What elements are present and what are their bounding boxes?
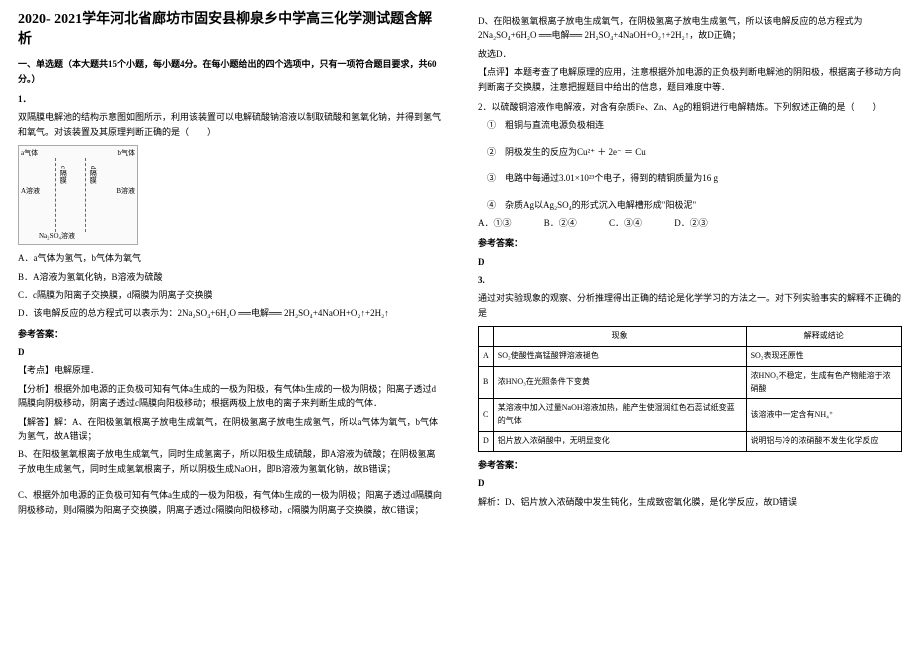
cell-a-phen: SO₂使酸性高锰酸钾溶液褪色	[493, 347, 746, 367]
table-row: B 浓HNO₃在光照条件下变黄 浓HNO₃不稳定，生成有色产物能溶于浓硝酸	[479, 366, 902, 399]
diagram-B-label: B溶液	[116, 186, 135, 197]
q3-answer: D	[478, 476, 902, 490]
q3-jiexi: 解析：D、铝片放入浓硝酸中发生钝化，生成致密氧化膜，是化学反应，故D错误	[478, 495, 902, 509]
q2-choice-c: C．③④	[609, 216, 642, 230]
table-row: C 某溶液中加入过量NaOH溶液加热，能产生使湿润红色石蕊试纸变蓝的气体 该溶液…	[479, 399, 902, 432]
q1-opt-c: C．c隔膜为阳离子交换膜，d隔膜为阴离子交换膜	[18, 288, 442, 302]
answer-label-1: 参考答案：	[18, 327, 442, 341]
diagram-membrane-line-c	[55, 158, 56, 232]
diagram-c-mem: c隔膜	[57, 166, 68, 183]
cell-b-phen: 浓HNO₃在光照条件下变黄	[493, 366, 746, 399]
q1-jieda-c: C、根据外加电源的正负极可知有气体a生成的一极为阳极，有气体b生成的一极为阴极；…	[18, 488, 442, 517]
diagram-membrane-line-d	[85, 158, 86, 232]
cell-d-key: D	[479, 432, 494, 452]
q1-answer: D	[18, 345, 442, 359]
diagram-bottom: Na₂SO₄溶液	[39, 231, 75, 242]
cell-c-key: C	[479, 399, 494, 432]
right-column: D、在阳极氢氧根离子放电生成氧气，在阴极氢离子放电生成氢气，所以该电解反应的总方…	[460, 0, 920, 651]
q3-text: 通过对实验现象的观察、分析推理得出正确的结论是化学学习的方法之一。对下列实验事实…	[478, 291, 902, 320]
cell-d-expl: 说明铝与冷的浓硝酸不发生化学反应	[746, 432, 901, 452]
diagram-A-label: A溶液	[21, 186, 40, 197]
experiment-table: 现象 解释或结论 A SO₂使酸性高锰酸钾溶液褪色 SO₂表现还原性 B 浓HN…	[478, 326, 902, 452]
cell-b-expl: 浓HNO₃不稳定，生成有色产物能溶于浓硝酸	[746, 366, 901, 399]
q1-jieda-d: D、在阳极氢氧根离子放电生成氧气，在阴极氢离子放电生成氢气，所以该电解反应的总方…	[478, 14, 902, 43]
th-phenomenon: 现象	[493, 327, 746, 347]
q2-answer: D	[478, 255, 902, 269]
th-blank	[479, 327, 494, 347]
cell-a-expl: SO₂表现还原性	[746, 347, 901, 367]
q1-opt-a: A．a气体为氢气，b气体为氧气	[18, 251, 442, 265]
q2-opt-3: ③ 电路中每通过3.01×10²³个电子，得到的精铜质量为16 g	[478, 171, 902, 185]
q2-opt-1: ① 粗铜与直流电源负极相连	[478, 118, 902, 132]
q2-opt-4: ④ 杂质Ag以Ag₂SO₄的形式沉入电解槽形成"阳极泥"	[478, 198, 902, 212]
cell-a-key: A	[479, 347, 494, 367]
doc-title: 2020- 2021学年河北省廊坊市固安县柳泉乡中学高三化学测试题含解析	[18, 10, 442, 49]
diagram-b-label: b气体	[118, 148, 136, 159]
q2-choice-a: A．①③	[478, 216, 512, 230]
q2-choices-row: A．①③ B．②④ C．③④ D．②③	[478, 216, 902, 230]
q1-opt-d: D．该电解反应的总方程式可以表示为：2Na₂SO₄+6H₂O ══电解══ 2H…	[18, 306, 442, 320]
diagram-a-label: a气体	[21, 148, 38, 159]
cell-b-key: B	[479, 366, 494, 399]
table-body: A SO₂使酸性高锰酸钾溶液褪色 SO₂表现还原性 B 浓HNO₃在光照条件下变…	[479, 347, 902, 452]
cell-c-expl: 该溶液中一定含有NH₄⁺	[746, 399, 901, 432]
diagram-d-mem: d隔膜	[87, 166, 98, 184]
q1-guxuan: 故选D．	[478, 47, 902, 61]
q2-choice-b: B．②④	[544, 216, 577, 230]
q1-fenxi: 【分析】根据外加电源的正负极可知有气体a生成的一极为阳极，有气体b生成的一极为阴…	[18, 382, 442, 411]
q1-jieda-b: B、在阳极氢氧根离子放电生成氧气，同时生成氢离子，所以阳极生成硫酸，即A溶液为硫…	[18, 447, 442, 476]
table-head-row: 现象 解释或结论	[479, 327, 902, 347]
th-explain: 解释或结论	[746, 327, 901, 347]
q2-text: 2．以硫酸铜溶液作电解液，对含有杂质Fe、Zn、Ag的粗铜进行电解精炼。下列叙述…	[478, 100, 902, 114]
cell-c-phen: 某溶液中加入过量NaOH溶液加热，能产生使湿润红色石蕊试纸变蓝的气体	[493, 399, 746, 432]
cell-d-phen: 铝片放入浓硝酸中，无明显变化	[493, 432, 746, 452]
answer-label-3: 参考答案：	[478, 458, 902, 472]
q1-text: 双隔膜电解池的结构示意图如图所示，利用该装置可以电解硫酸钠溶液以制取硫酸和氢氧化…	[18, 110, 442, 139]
table-row: A SO₂使酸性高锰酸钾溶液褪色 SO₂表现还原性	[479, 347, 902, 367]
q1-kaodian: 【考点】电解原理．	[18, 363, 442, 377]
section-1-heading: 一、单选题（本大题共15个小题，每小题4分。在每小题给出的四个选项中，只有一项符…	[18, 57, 442, 86]
q1-number: 1．	[18, 92, 442, 106]
table-row: D 铝片放入浓硝酸中，无明显变化 说明铝与冷的浓硝酸不发生化学反应	[479, 432, 902, 452]
q1-dianping: 【点评】本题考查了电解原理的应用，注意根据外加电源的正负极判断电解池的阴阳极，根…	[478, 65, 902, 94]
q1-opt-b: B．A溶液为氢氧化钠，B溶液为硫酸	[18, 270, 442, 284]
electrolysis-diagram: a气体 b气体 A溶液 B溶液 c隔膜 d隔膜 Na₂SO₄溶液	[18, 145, 138, 245]
q3-number: 3.	[478, 273, 902, 287]
q2-choice-d: D．②③	[674, 216, 708, 230]
left-column: 2020- 2021学年河北省廊坊市固安县柳泉乡中学高三化学测试题含解析 一、单…	[0, 0, 460, 651]
q2-opt-2: ② 阴极发生的反应为Cu²⁺ ＋ 2e⁻ ＝ Cu	[478, 145, 902, 159]
q1-jieda-a: 【解答】解：A、在阳极氢氧根离子放电生成氧气，在阴极氢离子放电生成氢气，所以a气…	[18, 415, 442, 444]
answer-label-2: 参考答案：	[478, 236, 902, 250]
